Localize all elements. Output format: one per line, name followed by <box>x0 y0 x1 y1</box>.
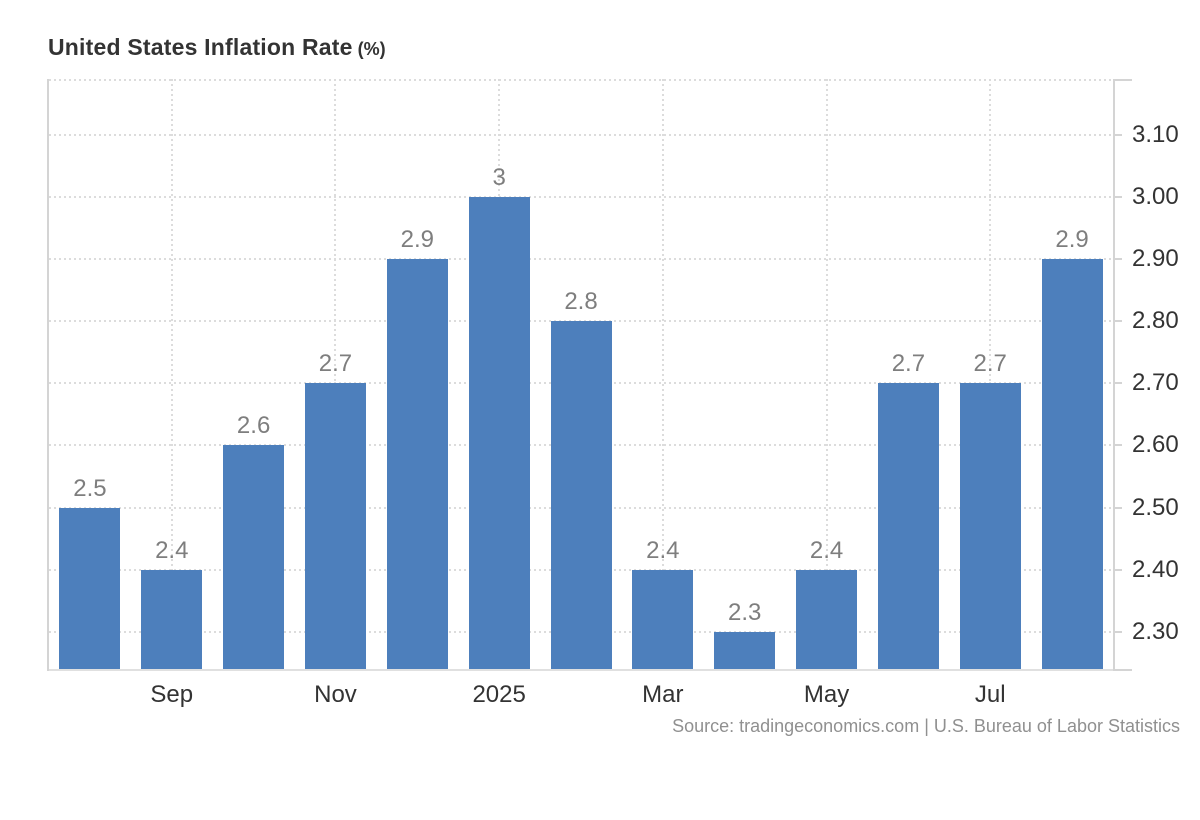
bar-value-label: 2.4 <box>646 536 680 564</box>
y-tick-mark <box>1113 382 1122 385</box>
bar[interactable] <box>550 321 612 669</box>
h-gridline <box>49 258 1113 261</box>
y-axis-bottom-tick <box>1113 669 1132 671</box>
bar-value-label: 2.4 <box>809 536 844 564</box>
v-gridline <box>825 79 828 669</box>
h-gridline <box>49 196 1113 198</box>
v-gridline <box>661 79 664 669</box>
v-gridline <box>334 79 337 669</box>
v-gridline <box>989 79 992 669</box>
bar[interactable] <box>796 569 858 669</box>
plot-top-border <box>49 79 1113 81</box>
bar-value-label: 2.3 <box>728 598 762 626</box>
bar-value-label: 2.8 <box>564 288 598 316</box>
y-tick-mark <box>1113 444 1122 447</box>
x-tick-label: Mar <box>642 681 684 708</box>
y-tick-label: 2.80 <box>1132 307 1179 335</box>
y-tick-label: 2.90 <box>1132 245 1179 273</box>
y-tick-label: 2.60 <box>1132 431 1179 459</box>
y-tick-label: 3.10 <box>1132 120 1179 148</box>
bar-value-label: 3 <box>492 164 506 191</box>
y-tick-mark <box>1113 133 1122 136</box>
bar[interactable] <box>468 197 530 669</box>
y-axis-line-right <box>1113 79 1115 671</box>
x-tick-label: May <box>803 681 850 708</box>
h-gridline <box>49 133 1113 136</box>
plot-area: 2.30 2.40 2.50 2.60 2.70 2.80 2.90 3.00 3.10 2.5 S… <box>47 79 1179 708</box>
y-tick-mark <box>1113 568 1122 571</box>
y-tick-label: 3.00 <box>1132 183 1179 210</box>
bar[interactable] <box>223 445 285 669</box>
page-title: United States Inflation Rate <box>48 34 353 60</box>
title-unit: (%) <box>357 39 386 59</box>
x-tick-label: Sep <box>150 681 194 708</box>
bar-value-label: 2.7 <box>318 350 353 378</box>
bar[interactable] <box>386 259 448 669</box>
y-tick-label: 2.50 <box>1132 493 1179 521</box>
bar-value-label: 2.9 <box>1055 226 1089 254</box>
x-axis-line <box>49 669 1113 671</box>
y-tick-mark <box>1113 320 1122 323</box>
chart-header: United States Inflation Rate (%) <box>48 34 386 61</box>
v-gridline <box>170 79 173 669</box>
bar[interactable] <box>304 383 366 669</box>
x-tick-label: Jul <box>974 681 1006 708</box>
source-note: Source: tradingeconomics.com | U.S. Bure… <box>672 716 1180 736</box>
bar-value-label: 2.7 <box>891 350 926 378</box>
x-tick-label: 2025 <box>472 681 526 708</box>
y-tick-mark <box>1113 258 1122 261</box>
y-tick-mark <box>1113 196 1122 198</box>
bar-value-label: 2.4 <box>155 536 189 564</box>
y-tick-label: 2.30 <box>1132 617 1179 645</box>
x-tick-label: Nov <box>314 681 357 708</box>
bar-value-label: 2.5 <box>73 474 107 502</box>
bar[interactable] <box>714 631 776 669</box>
bar[interactable] <box>959 383 1021 669</box>
bar-value-label: 2.6 <box>236 412 271 440</box>
bar-value-label: 2.7 <box>973 350 1007 378</box>
bar-value-label: 2.9 <box>400 226 434 254</box>
y-tick-label: 2.70 <box>1132 369 1179 397</box>
bar[interactable] <box>59 507 121 669</box>
y-axis-line-left <box>47 79 49 671</box>
bar[interactable] <box>141 569 203 669</box>
y-tick-mark <box>1113 630 1122 633</box>
bar[interactable] <box>877 383 939 669</box>
bar[interactable] <box>632 569 694 669</box>
y-tick-label: 2.40 <box>1132 555 1179 583</box>
y-axis-top-tick <box>1113 79 1132 81</box>
y-tick-mark <box>1113 506 1122 509</box>
bar[interactable] <box>1041 259 1103 669</box>
